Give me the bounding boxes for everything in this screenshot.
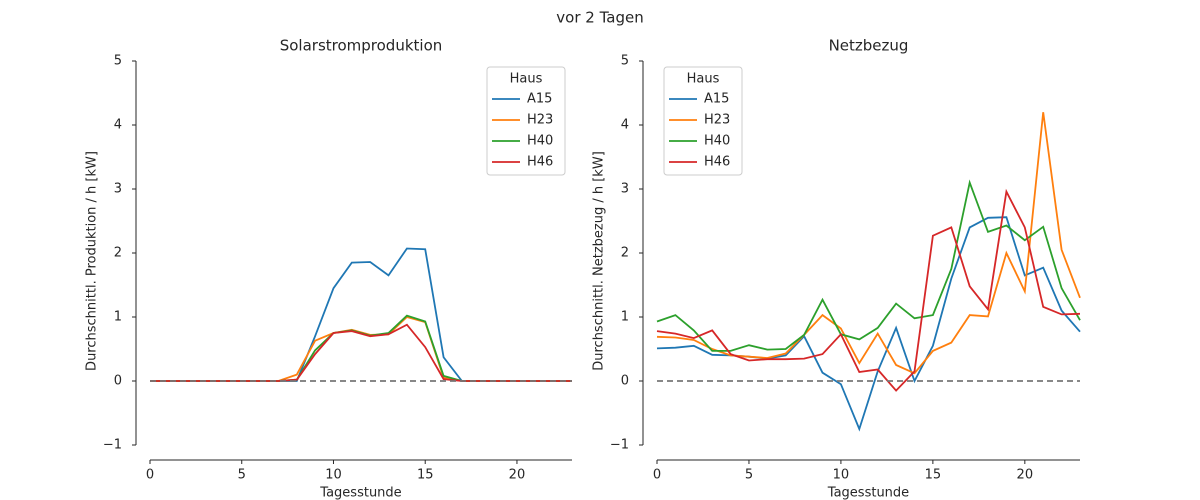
- y-tick-label: −1: [610, 438, 629, 453]
- legend-box: [663, 66, 743, 176]
- legend-label: H40: [527, 134, 553, 149]
- legend-label: H46: [704, 155, 730, 170]
- x-tick-label: 10: [833, 468, 850, 483]
- y-tick-label: 0: [114, 374, 122, 389]
- series-line: [150, 323, 572, 382]
- x-tick-label: 10: [325, 468, 342, 483]
- series-line: [656, 112, 1081, 375]
- y-tick-label: 2: [621, 246, 629, 261]
- figure-title: vor 2 Tagen: [556, 9, 643, 27]
- y-tick-label: 4: [621, 118, 629, 133]
- y-tick-label: −1: [103, 438, 122, 453]
- panel-title: Netzbezug: [829, 37, 909, 55]
- x-axis-label: Tagesstunde: [319, 486, 401, 500]
- y-tick-label: 1: [114, 310, 122, 325]
- legend: Haus A15 H23 H40 H46: [663, 66, 743, 176]
- y-tick-label: 5: [114, 54, 122, 69]
- y-axis-label: Durchschnittl. Netzbezug / h [kW]: [592, 151, 607, 371]
- x-tick-label: 0: [653, 468, 661, 483]
- y-tick-label: 3: [114, 182, 122, 197]
- y-tick-label: 5: [621, 54, 629, 69]
- series-line: [656, 188, 1081, 392]
- legend-box: [486, 66, 566, 176]
- series-line: [150, 247, 572, 382]
- legend-label: H23: [704, 113, 730, 128]
- y-tick-label: 1: [621, 310, 629, 325]
- x-tick-label: 15: [417, 468, 434, 483]
- x-tick-label: 0: [146, 468, 154, 483]
- legend-title: Haus: [510, 72, 543, 87]
- series-line: [656, 179, 1081, 352]
- legend-label: H46: [527, 155, 553, 170]
- panel-title: Solarstromproduktion: [280, 37, 443, 55]
- x-tick-label: 5: [238, 468, 246, 483]
- legend-label: A15: [704, 92, 729, 107]
- x-axis-label: Tagesstunde: [827, 486, 909, 500]
- x-tick-label: 20: [509, 468, 526, 483]
- y-tick-label: 2: [114, 246, 122, 261]
- y-tick-label: 4: [114, 118, 122, 133]
- y-tick-label: 3: [621, 182, 629, 197]
- series-line: [656, 216, 1081, 432]
- legend-title: Haus: [687, 72, 720, 87]
- legend-label: H23: [527, 113, 553, 128]
- x-tick-label: 5: [745, 468, 753, 483]
- legend: Haus A15 H23 H40 H46: [486, 66, 566, 176]
- legend-label: H40: [704, 134, 730, 149]
- y-axis-label: Durchschnittl. Produktion / h [kW]: [85, 151, 100, 371]
- series-line: [150, 315, 572, 382]
- series-line: [150, 314, 572, 382]
- x-tick-label: 20: [1017, 468, 1034, 483]
- legend-label: A15: [527, 92, 552, 107]
- y-tick-label: 0: [621, 374, 629, 389]
- x-tick-label: 15: [925, 468, 942, 483]
